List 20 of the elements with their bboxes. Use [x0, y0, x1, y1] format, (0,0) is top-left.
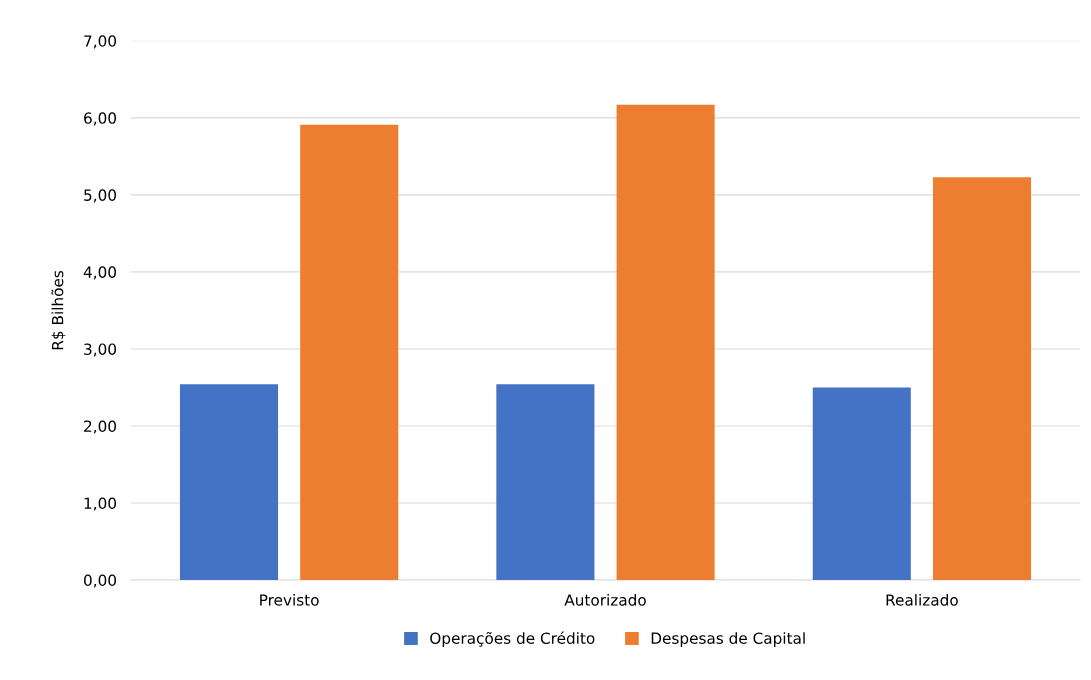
- y-tick-label: 5,00: [84, 189, 117, 203]
- legend-label: Operações de Crédito: [430, 631, 595, 647]
- y-tick-label: 7,00: [84, 35, 117, 49]
- bar: [812, 387, 911, 581]
- y-tick-label: 0,00: [84, 574, 117, 588]
- x-tick-label: Realizado: [886, 593, 958, 606]
- bar: [300, 124, 399, 581]
- y-tick-label: 6,00: [84, 112, 117, 126]
- y-tick-label: 1,00: [84, 497, 117, 511]
- bar: [932, 177, 1032, 581]
- y-tick-label: 4,00: [83, 266, 117, 280]
- bar: [179, 384, 279, 581]
- bar: [616, 104, 715, 581]
- y-axis-title: R$ Bilhões: [51, 270, 66, 350]
- x-tick-label: Autorizado: [564, 593, 646, 606]
- bar: [496, 384, 595, 581]
- x-tick-label: Previsto: [260, 593, 319, 606]
- legend-label: Despesas de Capital: [651, 632, 805, 647]
- y-tick-label: 2,00: [84, 420, 117, 434]
- y-tick-label: 3,00: [84, 343, 117, 357]
